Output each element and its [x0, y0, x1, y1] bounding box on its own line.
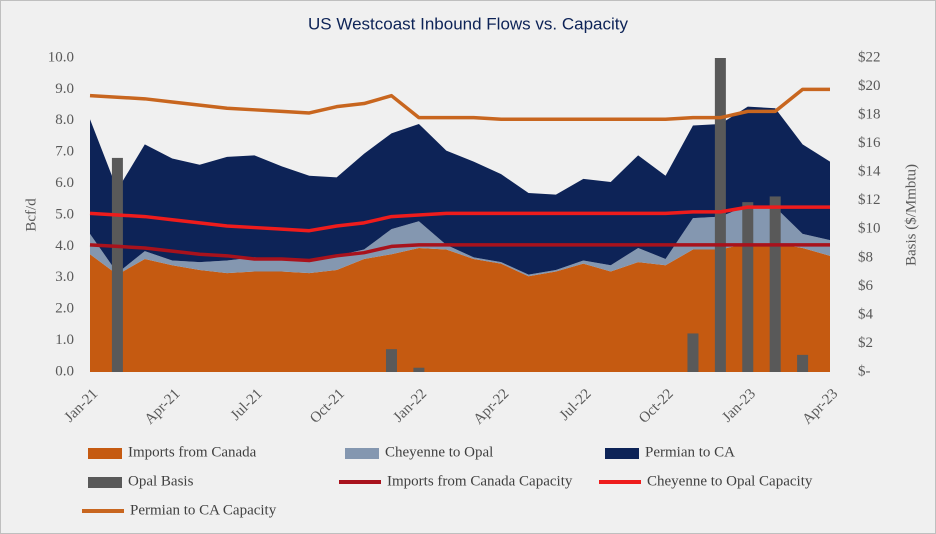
legend-label: Cheyenne to Opal: [385, 444, 493, 460]
legend-label: Opal Basis: [128, 473, 194, 489]
area: [90, 243, 830, 372]
y-tick-label: 7.0: [55, 144, 74, 160]
y2-tick-label: $-: [858, 363, 871, 379]
legend-label: Imports from Canada: [128, 444, 257, 460]
legend-label: Cheyenne to Opal Capacity: [647, 473, 813, 489]
area: [90, 106, 830, 275]
y-axis-label: Bcf/d: [23, 198, 39, 232]
legend-swatch: [605, 448, 639, 459]
y2-tick-label: $6: [858, 278, 874, 294]
legend-swatch: [345, 448, 379, 459]
y-tick-label: 5.0: [55, 206, 74, 222]
bar: [769, 196, 781, 372]
y2-tick-label: $2: [858, 335, 873, 351]
y-tick-label: 10.0: [48, 49, 74, 65]
legend-label: Permian to CA Capacity: [130, 502, 277, 518]
y2-tick-label: $18: [858, 107, 881, 123]
legend-swatch: [88, 477, 122, 488]
y-tick-label: 4.0: [55, 238, 74, 254]
y2-tick-label: $8: [858, 249, 873, 265]
legend-swatch: [88, 448, 122, 459]
y2-tick-label: $10: [858, 221, 881, 237]
line: [89, 243, 830, 263]
bar: [687, 333, 699, 372]
y-tick-label: 8.0: [55, 112, 74, 128]
bar: [385, 349, 397, 372]
bar: [111, 157, 123, 372]
y2-axis-label: Basis ($/Mmbtu): [903, 164, 919, 266]
bar: [413, 367, 425, 372]
y2-tick-label: $4: [858, 306, 874, 322]
y-tick-label: 1.0: [55, 332, 74, 348]
y-tick-label: 0.0: [55, 363, 74, 379]
y2-tick-label: $16: [858, 135, 881, 151]
y-tick-label: 3.0: [55, 269, 74, 285]
y-tick-label: 2.0: [55, 301, 74, 317]
bar: [742, 202, 754, 372]
bar: [714, 58, 726, 372]
legend-label: Imports from Canada Capacity: [387, 473, 573, 489]
y-tick-label: 6.0: [55, 175, 74, 191]
bar: [797, 354, 809, 372]
legend-label: Permian to CA: [645, 444, 735, 460]
chart-title: US Westcoast Inbound Flows vs. Capacity: [308, 14, 628, 33]
line: [89, 205, 830, 233]
y2-tick-label: $14: [858, 164, 881, 180]
line: [89, 87, 830, 121]
y2-tick-label: $22: [858, 49, 881, 65]
y2-tick-label: $20: [858, 78, 881, 94]
y-tick-label: 9.0: [55, 81, 74, 97]
y2-tick-label: $12: [858, 192, 881, 208]
